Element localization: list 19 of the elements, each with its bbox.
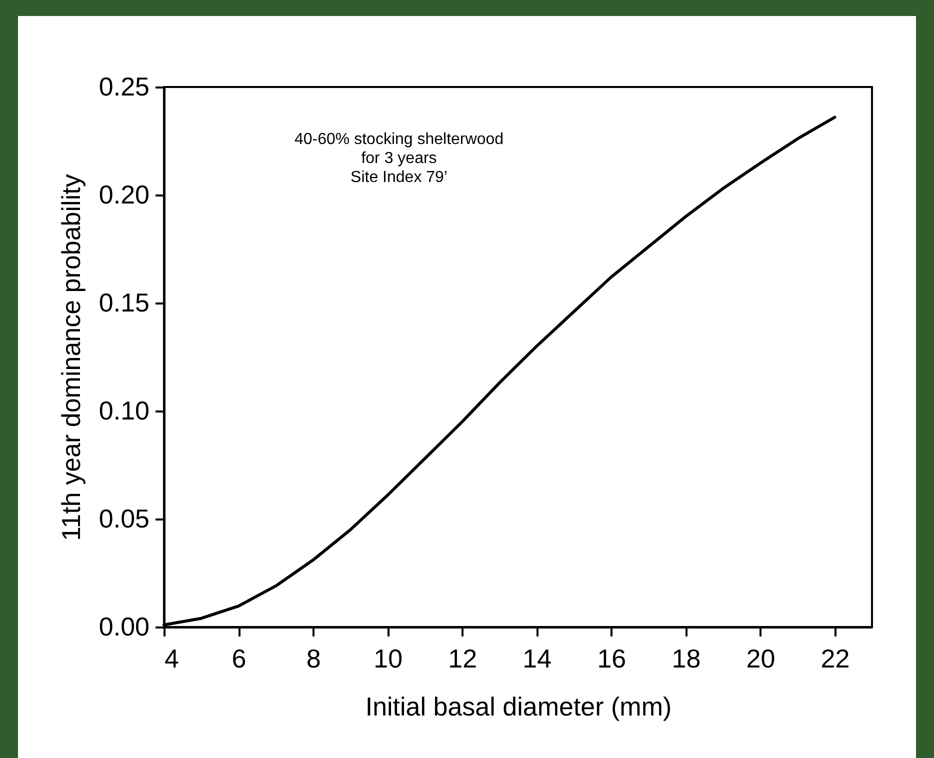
annotation: 40-60% stocking shelterwood for 3 years Site Index 79’ bbox=[294, 131, 504, 186]
x-tick-label: 18 bbox=[672, 644, 701, 674]
y-tick-label: 0.05 bbox=[98, 504, 150, 534]
y-tick-label: 0.25 bbox=[98, 72, 150, 102]
x-tick-label: 10 bbox=[374, 644, 403, 674]
x-tick-label: 16 bbox=[597, 644, 626, 674]
x-axis-title: Initial basal diameter (mm) bbox=[365, 692, 672, 722]
x-tick-label: 8 bbox=[306, 644, 321, 674]
x-tick-label: 22 bbox=[820, 644, 850, 674]
y-axis-title: 11th year dominance probability bbox=[56, 174, 86, 541]
x-tick-label: 12 bbox=[448, 644, 478, 674]
x-tick-label: 6 bbox=[232, 644, 246, 674]
y-tick-label: 0.20 bbox=[98, 180, 150, 210]
x-tick-label: 4 bbox=[164, 644, 179, 674]
y-tick-label: 0.15 bbox=[98, 288, 150, 318]
y-tick-label: 0.10 bbox=[98, 396, 150, 426]
y-tick-label: 0.00 bbox=[98, 612, 150, 642]
x-tick-label: 14 bbox=[522, 644, 552, 674]
x-tick-label: 20 bbox=[746, 644, 776, 674]
